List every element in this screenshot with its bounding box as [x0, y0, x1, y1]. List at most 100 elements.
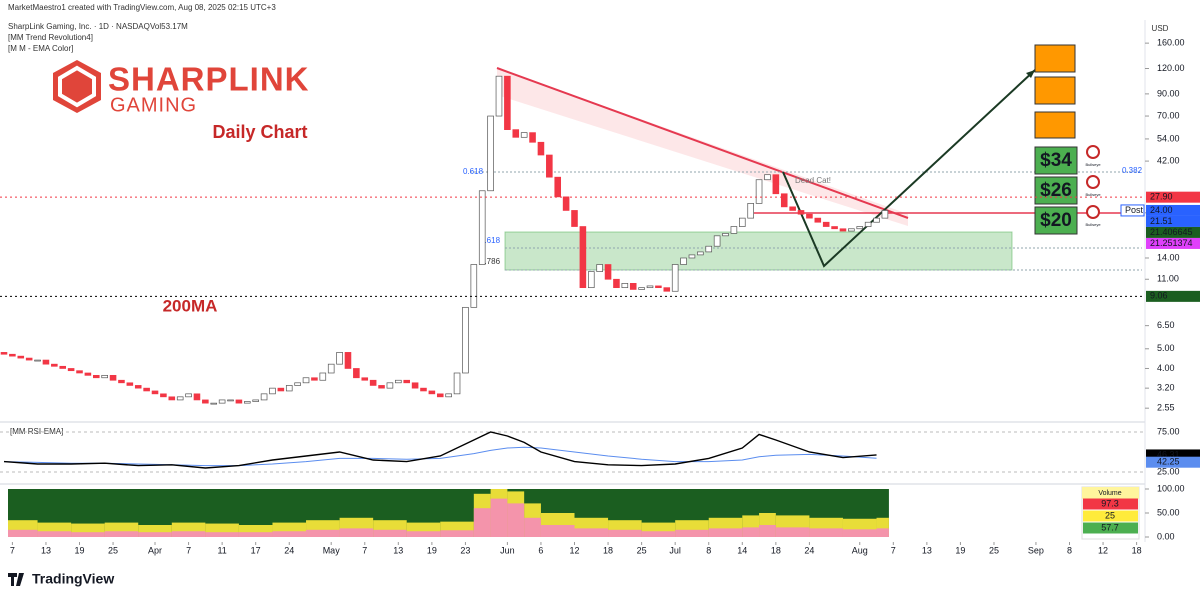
- post-badge: [1120, 204, 1145, 217]
- candle: [210, 402, 218, 405]
- osc-red: [104, 531, 139, 537]
- candle: [638, 287, 645, 290]
- candle: [848, 228, 855, 232]
- candle: [361, 377, 369, 381]
- volume-legend-swatch: [1083, 498, 1138, 510]
- candle: [269, 387, 276, 395]
- logo: SHARPLINK GAMING: [53, 60, 310, 116]
- target-label: $20: [1040, 210, 1072, 231]
- credit: MarketMaestro1 created with TradingView.…: [8, 3, 276, 12]
- candle: [59, 365, 67, 369]
- osc-red: [373, 529, 407, 537]
- osc-tick-label: 100.00: [1157, 483, 1185, 493]
- bullseye: [1086, 145, 1100, 159]
- candle: [76, 370, 83, 374]
- candle: [529, 132, 536, 143]
- logo-hex-inner: [58, 65, 96, 108]
- logo-main: SHARPLINK: [108, 61, 310, 98]
- x-tick-label: 12: [569, 545, 579, 555]
- y-tick-label: 54.00: [1157, 133, 1180, 143]
- osc-red: [272, 531, 307, 537]
- symbol: SharpLink Gaming, Inc. · 1D · NASDAQ: [8, 22, 150, 31]
- candle: [160, 393, 167, 398]
- osc-red: [339, 528, 374, 537]
- candle: [193, 393, 201, 401]
- osc-red: [490, 498, 508, 537]
- x-tick-label: Jul: [669, 545, 681, 555]
- candle: [386, 382, 394, 389]
- candle: [101, 374, 108, 379]
- candle: [0, 352, 8, 355]
- x-tick-label: 14: [737, 545, 747, 555]
- candle: [344, 352, 352, 369]
- osc-red: [574, 528, 609, 537]
- candle: [663, 287, 671, 292]
- candle: [285, 385, 293, 392]
- price-tag: [1146, 191, 1200, 203]
- x-tick-label: 11: [217, 545, 226, 555]
- x-tick-label: 8: [706, 545, 711, 555]
- candle: [621, 283, 629, 289]
- price-tag: [1146, 226, 1200, 238]
- candle: [453, 372, 461, 395]
- volume-legend-value: 57.7: [1101, 522, 1119, 532]
- fib-label: 0.382: [1122, 166, 1143, 175]
- bullseye-label: Bullseye: [1085, 192, 1101, 197]
- fib-zone: [504, 231, 1013, 271]
- candle: [629, 283, 637, 290]
- x-tick-label: 18: [771, 545, 781, 555]
- candle: [554, 176, 562, 198]
- osc-red: [171, 531, 206, 537]
- candle: [34, 359, 41, 362]
- candle: [587, 271, 595, 289]
- candle: [151, 390, 159, 395]
- candle: [562, 196, 570, 211]
- rsi-tag-label: 42.25: [1157, 457, 1180, 467]
- x-tick-label: 7: [186, 545, 191, 555]
- price-tag: [1146, 215, 1200, 227]
- osc-red: [775, 527, 810, 537]
- osc-tick-label: 50.00: [1157, 507, 1180, 517]
- volume-legend-header: [1082, 487, 1139, 499]
- fib-label: 0.618: [463, 167, 484, 176]
- currency: USD: [1152, 24, 1169, 33]
- price-tag-label: 21.251374: [1150, 238, 1193, 248]
- target-box: [1034, 176, 1078, 205]
- candle: [9, 353, 16, 357]
- price-tag: [1146, 237, 1200, 249]
- price-tag-label: 27.90: [1150, 192, 1173, 202]
- osc-red: [842, 529, 877, 537]
- x-tick-label: 18: [1132, 545, 1142, 555]
- x-tick-label: 25: [637, 545, 647, 555]
- price-tag-label: 24.00: [1150, 205, 1173, 215]
- candle: [218, 399, 226, 404]
- candle: [185, 393, 192, 398]
- y-tick-label: 70.00: [1157, 110, 1180, 120]
- candle: [227, 399, 234, 402]
- price-tag: [1146, 204, 1200, 216]
- x-tick-label: 7: [891, 545, 896, 555]
- logo-sub: GAMING: [110, 94, 197, 116]
- post-label: Post: [1125, 205, 1144, 215]
- candle: [512, 129, 520, 138]
- candle: [42, 359, 50, 365]
- osc-red: [306, 529, 340, 537]
- osc-red: [37, 531, 72, 537]
- price-tag-label: 21.51: [1150, 216, 1173, 226]
- footer-logo: [8, 573, 24, 586]
- candle: [436, 393, 444, 398]
- osc-red: [406, 531, 441, 537]
- volume-legend-swatch: [1083, 510, 1138, 522]
- x-tick-label: 19: [74, 545, 84, 555]
- candle: [336, 352, 343, 365]
- trend-channel: [497, 68, 908, 226]
- x-tick-label: 13: [393, 545, 403, 555]
- x-tick-label: 25: [108, 545, 118, 555]
- osc-red: [238, 532, 273, 537]
- candle: [294, 382, 301, 386]
- candle: [118, 379, 125, 384]
- y-tick-label: 6.50: [1157, 320, 1175, 330]
- candle: [428, 390, 436, 395]
- candle: [671, 264, 679, 292]
